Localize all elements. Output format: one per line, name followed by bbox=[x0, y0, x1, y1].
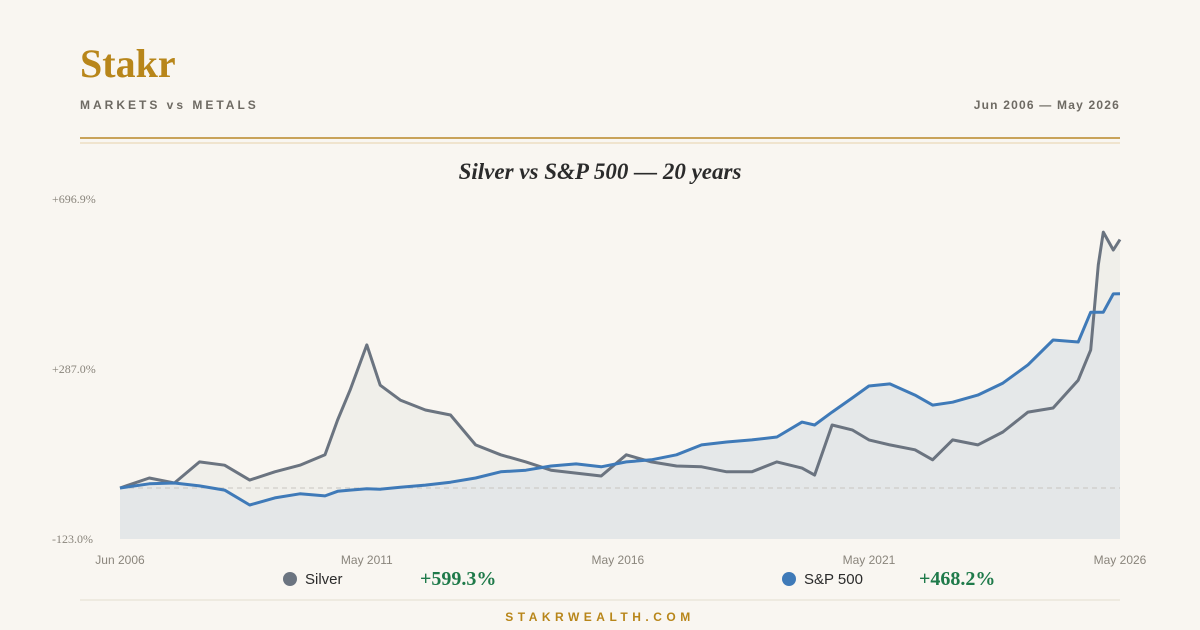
x-tick-label: Jun 2006 bbox=[95, 553, 145, 567]
date-range: Jun 2006 — May 2026 bbox=[974, 98, 1120, 112]
x-tick-label: May 2016 bbox=[592, 553, 645, 567]
subtitle: MARKETS vs METALS bbox=[80, 98, 259, 112]
footer: STAKRWEALTH.COM bbox=[505, 610, 695, 624]
legend-label: Silver bbox=[305, 571, 343, 588]
y-tick-label: +287.0% bbox=[52, 362, 96, 376]
total-change: +468.2% bbox=[919, 568, 995, 590]
total-change: +599.3% bbox=[420, 568, 496, 590]
y-tick-label: +696.9% bbox=[52, 192, 96, 206]
series-line bbox=[119, 292, 1121, 507]
area bbox=[120, 293, 1120, 539]
chart-title: Silver vs S&P 500 — 20 years bbox=[459, 159, 742, 184]
brand: Stakr bbox=[80, 41, 176, 86]
y-tick-label: -123.0% bbox=[52, 532, 93, 546]
x-tick-label: May 2021 bbox=[843, 553, 896, 567]
x-tick-label: May 2026 bbox=[1094, 553, 1147, 567]
x-tick-label: May 2011 bbox=[341, 553, 393, 567]
legend-label: S&P 500 bbox=[804, 571, 863, 588]
legend-swatch bbox=[283, 572, 297, 586]
series-line bbox=[119, 230, 1122, 490]
legend-swatch bbox=[782, 572, 796, 586]
plot: -123.0% +287.0% +696.9% Jun 2006 May 2011 May… bbox=[52, 192, 1147, 590]
